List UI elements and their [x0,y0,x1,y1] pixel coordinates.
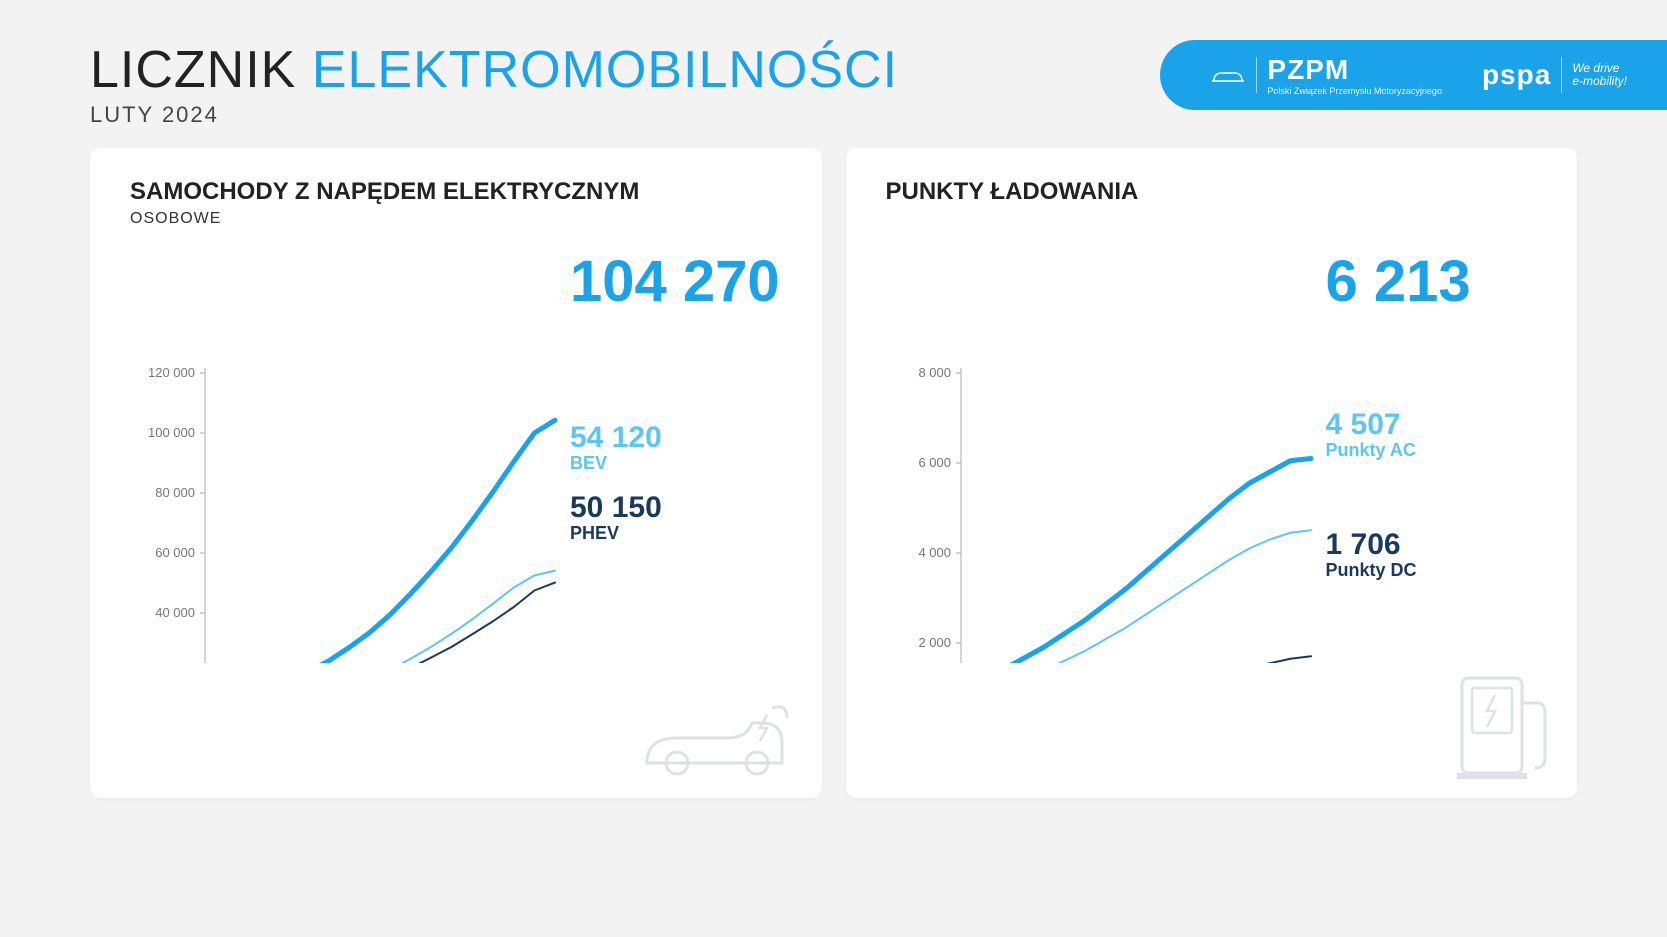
annotation-value: 4 507 [1326,410,1416,440]
panel-title: SAMOCHODY Z NAPĘDEM ELEKTRYCZNYM [130,178,782,206]
panels: SAMOCHODY Z NAPĘDEM ELEKTRYCZNYM OSOBOWE… [0,128,1667,798]
annotation-label: Punkty AC [1326,440,1416,461]
svg-text:2 000: 2 000 [918,635,951,650]
svg-text:80 000: 80 000 [155,485,195,500]
panel-title: PUNKTY ŁADOWANIA [886,178,1538,206]
svg-text:8 000: 8 000 [918,365,951,380]
svg-text:4 000: 4 000 [918,545,951,560]
pzpm-name: PZPM [1267,54,1442,86]
total-vehicles: 104 270 [570,248,780,315]
annotation-value: 50 150 [570,493,662,523]
pzpm-subtitle: Polski Związek Przemysłu Motoryzacyjnego [1267,86,1442,96]
panel-subtitle: OSOBOWE [130,210,782,228]
svg-text:6 000: 6 000 [918,455,951,470]
annotation-label: BEV [570,453,662,474]
svg-text:120 000: 120 000 [148,365,195,380]
charging-chart: 02 0004 0006 0008 000XII'19XII'20XII'21X… [846,243,1326,663]
title-part1: LICZNIK [90,41,296,99]
total-charging: 6 213 [1326,248,1471,315]
pzpm-logo: PZPM Polski Związek Przemysłu Motoryzacy… [1210,54,1442,96]
pspa-tagline: We drive e-mobility! [1572,62,1627,88]
logo-divider [1561,57,1562,93]
title-part2: ELEKTROMOBILNOŚCI [312,41,898,99]
pspa-tag-line2: e-mobility! [1572,75,1627,88]
vehicles-chart: 020 00040 00060 00080 000100 000120 000X… [90,243,570,663]
annotation-label: PHEV [570,523,662,544]
page-subtitle: LUTY 2024 [90,102,898,128]
page: LICZNIK ELEKTROMOBILNOŚCI LUTY 2024 PZPM… [0,0,1667,937]
car-outline-icon [1210,63,1246,87]
pspa-name: pspa [1482,59,1551,91]
panel-charging: PUNKTY ŁADOWANIA 6 213 4 507Punkty AC 1 7… [846,148,1578,798]
series-annotation: 1 706Punkty DC [1326,530,1417,581]
annotation-label: Punkty DC [1326,560,1417,581]
logo-divider [1256,57,1257,93]
series-annotation: 54 120BEV [570,423,662,474]
title-block: LICZNIK ELEKTROMOBILNOŚCI LUTY 2024 [90,40,898,128]
svg-text:40 000: 40 000 [155,605,195,620]
panel-vehicles: SAMOCHODY Z NAPĘDEM ELEKTRYCZNYM OSOBOWE… [90,148,822,798]
series-annotation: 50 150PHEV [570,493,662,544]
series-annotation: 4 507Punkty AC [1326,410,1416,461]
page-title: LICZNIK ELEKTROMOBILNOŚCI [90,40,898,100]
logo-pill: PZPM Polski Związek Przemysłu Motoryzacy… [1160,40,1667,110]
charger-icon [1447,663,1557,783]
annotation-value: 54 120 [570,423,662,453]
annotation-value: 1 706 [1326,530,1417,560]
svg-text:60 000: 60 000 [155,545,195,560]
pzpm-text: PZPM Polski Związek Przemysłu Motoryzacy… [1267,54,1442,96]
pspa-logo: pspa We drive e-mobility! [1482,57,1627,93]
ev-car-icon [632,693,802,783]
header: LICZNIK ELEKTROMOBILNOŚCI LUTY 2024 PZPM… [0,30,1667,128]
svg-text:100 000: 100 000 [148,425,195,440]
